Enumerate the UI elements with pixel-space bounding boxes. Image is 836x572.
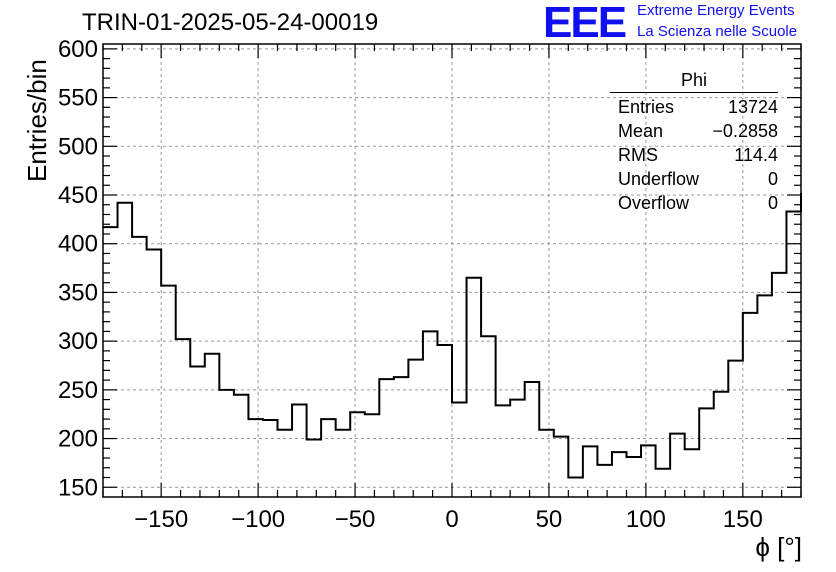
histogram-bin (176, 339, 191, 497)
histogram-bin (670, 434, 685, 497)
histogram-bin (394, 377, 409, 497)
histogram-bin (496, 405, 511, 497)
histogram-bin (714, 392, 729, 497)
stats-title: Phi (610, 70, 778, 93)
stats-value: 114.4 (734, 145, 778, 165)
histogram-bars (103, 193, 802, 497)
histogram-bin (786, 212, 801, 497)
logo-line-2: La Scienza nelle Scuole (637, 23, 798, 40)
histogram-bin (728, 361, 743, 497)
stats-label: RMS (618, 145, 658, 165)
y-tick-label: 500 (58, 133, 98, 160)
x-tick-label: 50 (536, 506, 563, 533)
y-tick-label: 250 (58, 377, 98, 404)
y-tick-label: 400 (58, 231, 98, 258)
histogram-bin (350, 412, 365, 497)
stats-label: Overflow (618, 193, 690, 213)
x-tick-label: −150 (134, 506, 188, 533)
stats-value: −0.2858 (712, 121, 778, 141)
stats-row: Entries 13724 (610, 95, 778, 119)
histogram-bin (757, 295, 772, 497)
y-tick-label: 550 (58, 85, 98, 112)
histogram-bin (481, 336, 496, 497)
eee-logo: EEE (543, 0, 627, 47)
x-tick-label: 0 (445, 506, 458, 533)
y-tick-label: 450 (58, 182, 98, 209)
histogram-bin (161, 286, 176, 497)
histogram-bin (219, 390, 234, 497)
histogram-bin (336, 430, 351, 497)
histogram-bin (452, 403, 467, 497)
histogram-bin (554, 437, 569, 497)
x-tick-label: −50 (335, 506, 376, 533)
histogram-bin (408, 360, 423, 497)
stats-value: 13724 (727, 97, 778, 117)
histogram-bin (423, 331, 438, 497)
stats-value: 0 (767, 193, 778, 213)
y-tick-label: 350 (58, 279, 98, 306)
stats-row: Underflow 0 (610, 167, 778, 191)
histogram-bin (379, 379, 394, 497)
stats-row: Overflow 0 (610, 191, 778, 215)
stats-value: 0 (767, 169, 778, 189)
histogram-bin (248, 419, 263, 497)
histogram-bin (118, 203, 133, 497)
histogram-bin (147, 250, 162, 497)
stats-box: Phi Entries 13724 Mean −0.2858 RMS 114.4 Under… (610, 70, 778, 215)
histogram-bin (510, 400, 525, 497)
stats-row: RMS 114.4 (610, 143, 778, 167)
stats-rows: Entries 13724 Mean −0.2858 RMS 114.4 Underflow… (610, 95, 778, 215)
histogram-bin (743, 313, 758, 497)
histogram-bin (583, 446, 598, 497)
histogram-bin (132, 237, 147, 497)
histogram-bin (234, 395, 249, 497)
stats-label: Entries (618, 97, 675, 117)
x-tick-label: 100 (626, 506, 666, 533)
histogram-bin (627, 457, 642, 497)
tick-labels: −150 −100 −50 0 50 100 150 150 200 250 300 350 400 45… (58, 36, 763, 533)
stats-label: Mean (618, 121, 664, 141)
x-tick-label: −100 (231, 506, 285, 533)
stats-row: Mean −0.2858 (610, 119, 778, 143)
histogram-bin (685, 449, 700, 497)
histogram-bin (292, 404, 307, 497)
histogram-bin (467, 278, 482, 497)
y-tick-label: 200 (58, 426, 98, 453)
histogram-bin (568, 478, 583, 497)
histogram-bin (539, 430, 554, 497)
histogram-bin (641, 445, 656, 497)
chart-title: TRIN-01-2025-05-24-00019 (82, 9, 379, 36)
y-tick-label: 300 (58, 328, 98, 355)
y-tick-label: 150 (58, 474, 98, 501)
histogram-bin (263, 420, 278, 497)
x-tick-label: 150 (723, 506, 763, 533)
histogram-bin (699, 408, 714, 497)
logo-line-1: Extreme Energy Events (637, 2, 795, 19)
histogram-bin (612, 452, 627, 497)
y-tick-label: 600 (58, 36, 98, 63)
y-axis-label: Entries/bin (22, 59, 52, 182)
histogram-outline (103, 193, 802, 479)
histogram-bin (190, 366, 205, 497)
histogram-bin (656, 469, 671, 497)
axes (102, 43, 802, 498)
histogram-bin (525, 382, 540, 497)
stats-label: Underflow (618, 169, 700, 189)
histogram-bin (437, 345, 452, 497)
histogram-bin (307, 440, 322, 497)
histogram-bin (365, 414, 380, 497)
x-axis-label: ϕ [°] (755, 532, 802, 562)
histogram-bin (321, 419, 336, 497)
histogram-bin (597, 465, 612, 497)
histogram-bin (205, 354, 220, 497)
histogram-bin (103, 227, 118, 497)
histogram-bin (772, 273, 787, 497)
histogram-bin (278, 430, 293, 497)
